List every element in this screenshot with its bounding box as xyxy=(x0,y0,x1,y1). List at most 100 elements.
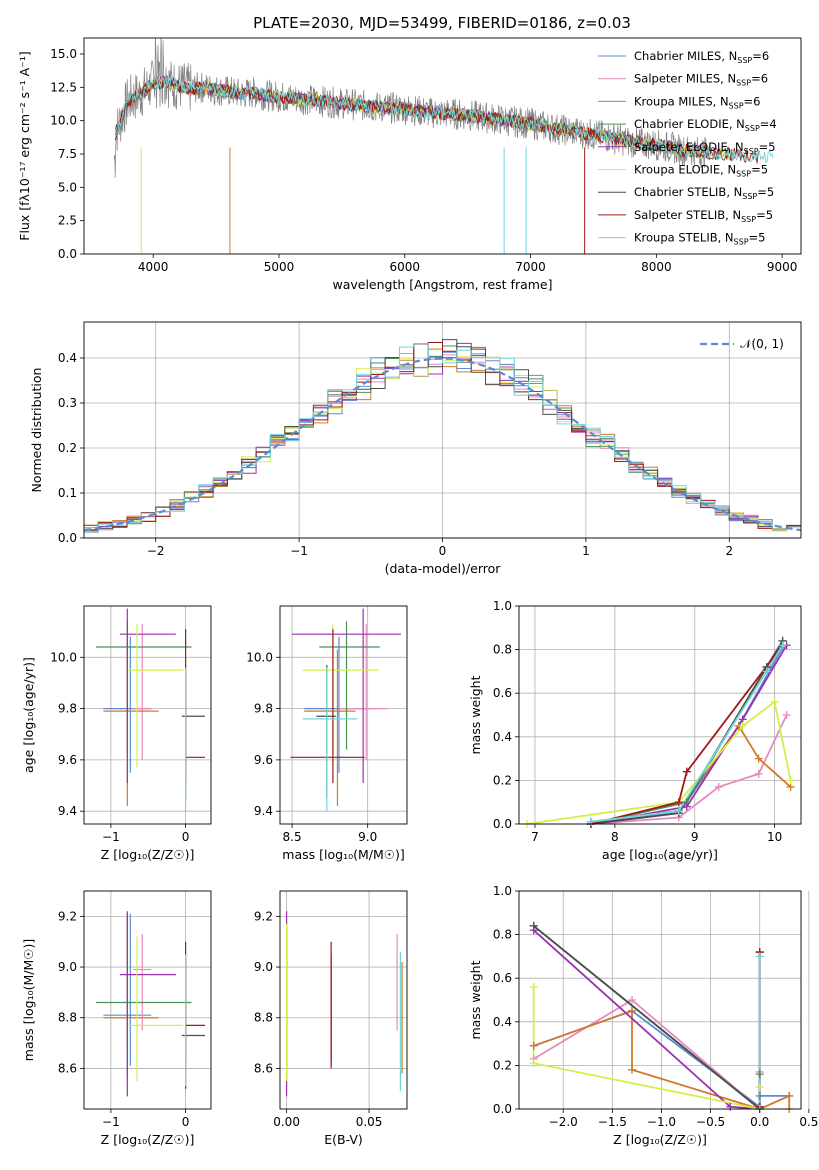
legend-subscript: SSP xyxy=(737,56,752,65)
weight-series-marker xyxy=(674,806,683,815)
y-tick-label: 9.2 xyxy=(254,909,273,923)
figure-title: PLATE=2030, MJD=53499, FIBERID=0186, z=0… xyxy=(253,14,631,32)
weight-series-line xyxy=(532,986,761,1109)
spectrum-model-line xyxy=(114,75,760,164)
weight-series-marker xyxy=(762,667,771,676)
y-axis-label: mass weight xyxy=(468,960,483,1039)
axes-frame xyxy=(83,37,802,255)
x-axis-label: Z [log₁₀(Z/Z☉)] xyxy=(613,1132,707,1147)
plot-area xyxy=(113,38,774,254)
y-axis-label: mass [log₁₀(M/M☉)] xyxy=(21,939,36,1061)
x-tick-label: 9000 xyxy=(767,260,798,274)
axes-frame xyxy=(83,890,212,1110)
x-tick-label: 9.0 xyxy=(358,830,377,844)
y-tick-label: 10.0 xyxy=(246,650,273,664)
x-tick-label: 2 xyxy=(725,544,733,558)
y-tick-label: 0.1 xyxy=(58,486,77,500)
y-tick-label: 0.2 xyxy=(493,1058,512,1072)
x-axis-label: wavelength [Angstrom, rest frame] xyxy=(332,277,552,292)
y-tick-label: 12.5 xyxy=(50,80,77,94)
legend-entry: Salpeter MILES, NSSP=6 xyxy=(634,72,768,88)
x-tick-label: −1 xyxy=(102,1115,120,1129)
y-tick-label: 0.8 xyxy=(493,643,512,657)
axes-frame xyxy=(83,605,212,825)
legend-entry: Chabrier STELIB, NSSP=5 xyxy=(634,185,774,201)
x-tick-label: 1 xyxy=(582,544,590,558)
y-tick-label: 0.4 xyxy=(58,351,77,365)
weight-series-marker xyxy=(714,782,723,791)
x-axis-label: (data-model)/error xyxy=(385,561,502,576)
x-tick-label: −1.5 xyxy=(598,1115,627,1129)
legend-value: =5 xyxy=(757,185,774,199)
legend-entry: Kroupa MILES, NSSP=6 xyxy=(634,94,760,110)
legend-entry: Salpeter STELIB, NSSP=5 xyxy=(634,208,773,224)
y-tick-label: 10.0 xyxy=(50,650,77,664)
legend-subscript: SSP xyxy=(736,170,751,179)
y-tick-label: 0.8 xyxy=(493,928,512,942)
weight-series-marker xyxy=(786,776,795,785)
x-axis-label: Z [log₁₀(Z/Z☉)] xyxy=(101,847,195,862)
weight-series-marker xyxy=(529,1059,538,1068)
y-tick-label: 9.6 xyxy=(58,753,77,767)
y-tick-label: 8.8 xyxy=(58,1011,77,1025)
legend-label: Salpeter ELODIE, N xyxy=(634,140,744,154)
panel-age-vs-Z: −1 0 9.4 9.6 9.8 10.0 Z [log₁₀(Z/Z☉)] age [log₁… xyxy=(21,605,212,862)
weight-series-marker xyxy=(785,1091,794,1100)
x-axis-label: E(B-V) xyxy=(324,1132,363,1147)
legend-value: =5 xyxy=(759,140,776,154)
legend-text: 𝒩(0, 1) xyxy=(740,337,784,351)
histogram-series xyxy=(84,343,801,533)
x-tick-label: −1 xyxy=(102,830,120,844)
x-tick-label: 0 xyxy=(182,830,190,844)
y-tick-label: 0.6 xyxy=(493,686,512,700)
x-tick-label: −2.0 xyxy=(549,1115,578,1129)
weight-series-marker xyxy=(782,711,791,719)
panel-weight-vs-Z: −2.0 −1.5 −1.0 −0.5 0.0 0.5 0.0 0.2 0.4 0.6 0.8 1.0… xyxy=(468,884,818,1147)
x-tick-label: 6000 xyxy=(389,260,420,274)
weight-series-marker xyxy=(682,767,691,776)
plot-area xyxy=(526,640,792,824)
weight-series-marker xyxy=(627,1065,636,1074)
y-tick-label: 10.0 xyxy=(50,114,77,128)
legend-value: =6 xyxy=(751,72,768,86)
axes-frame xyxy=(279,605,408,825)
y-tick-label: 9.8 xyxy=(58,702,77,716)
legend-label: Salpeter MILES, N xyxy=(634,72,736,86)
x-tick-label: 10 xyxy=(767,830,782,844)
weight-series-marker xyxy=(682,802,691,811)
weight-series-marker xyxy=(529,1041,538,1050)
x-axis-label: age [log₁₀(age/yr)] xyxy=(602,847,718,862)
weight-series-marker xyxy=(627,1006,636,1015)
spectrum-model-line xyxy=(114,74,774,163)
legend-value: =6 xyxy=(744,94,761,108)
y-tick-label: 8.6 xyxy=(254,1061,273,1075)
y-tick-label: 1.0 xyxy=(493,599,512,613)
weight-series-line xyxy=(590,646,784,823)
legend-label: Chabrier STELIB, N xyxy=(634,185,742,199)
histogram-series xyxy=(84,339,801,531)
panel-residuals: 𝒩(0, 1) −2 −1 0 1 2 0.0 0.1 0.2 0.3 0.4 (data-model… xyxy=(29,321,802,576)
weight-series-line xyxy=(590,644,784,823)
legend-entry: Chabrier ELODIE, NSSP=4 xyxy=(634,117,777,133)
weight-series-line xyxy=(526,700,792,824)
legend-value: =6 xyxy=(752,49,769,63)
weight-series-line xyxy=(590,644,784,824)
x-tick-label: 8 xyxy=(611,830,619,844)
weight-series-marker xyxy=(755,1091,764,1100)
y-tick-label: 0.0 xyxy=(493,817,512,831)
legend-label: Kroupa MILES, N xyxy=(634,94,729,108)
weight-series-line xyxy=(590,640,784,824)
x-axis-label: mass [log₁₀(M/M☉)] xyxy=(282,847,404,862)
y-tick-label: 0.6 xyxy=(493,971,512,985)
x-tick-label: −0.5 xyxy=(696,1115,725,1129)
legend-value: =4 xyxy=(760,117,777,131)
x-tick-label: 0.00 xyxy=(273,1115,300,1129)
x-tick-label: 0.0 xyxy=(750,1115,769,1129)
x-tick-label: 9 xyxy=(691,830,699,844)
y-tick-label: 9.4 xyxy=(58,804,77,818)
y-tick-label: 8.6 xyxy=(58,1061,77,1075)
legend-label: Salpeter STELIB, N xyxy=(634,208,741,222)
x-tick-label: 5000 xyxy=(264,260,295,274)
weight-series-marker xyxy=(755,1070,764,1079)
x-tick-label: 8.5 xyxy=(283,830,302,844)
